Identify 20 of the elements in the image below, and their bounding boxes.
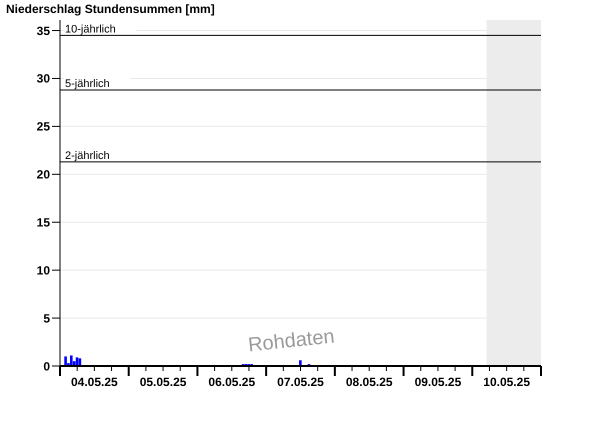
y-tick-label: 5	[43, 311, 50, 326]
x-tick-label: 05.05.25	[140, 375, 187, 389]
y-tick-label: 0	[43, 359, 50, 374]
y-tick-label: 15	[36, 215, 50, 230]
x-tick-label: 07.05.25	[277, 375, 324, 389]
annotation: Rohdaten	[247, 326, 336, 358]
y-tick-label: 25	[36, 120, 50, 134]
y-tick-label: 30	[36, 72, 50, 86]
x-tick-label: 10.05.25	[483, 375, 530, 389]
ref-line-label: 5-jährlich	[65, 78, 110, 90]
ref-line-label: 10-jährlich	[65, 23, 116, 36]
y-tick-label: 10	[36, 263, 50, 278]
chart-title: Niederschlag Stundensummen [mm]	[6, 2, 215, 16]
y-tick-label: 20	[36, 168, 50, 182]
x-tick-label: 04.05.25	[71, 375, 118, 389]
x-tick-label: 08.05.25	[346, 375, 393, 389]
x-tick-label: 06.05.25	[208, 375, 256, 389]
ref-line-label: 2-jährlich	[65, 150, 110, 162]
y-tick-label: 35	[36, 24, 50, 38]
x-tick-label: 09.05.25	[414, 375, 462, 389]
